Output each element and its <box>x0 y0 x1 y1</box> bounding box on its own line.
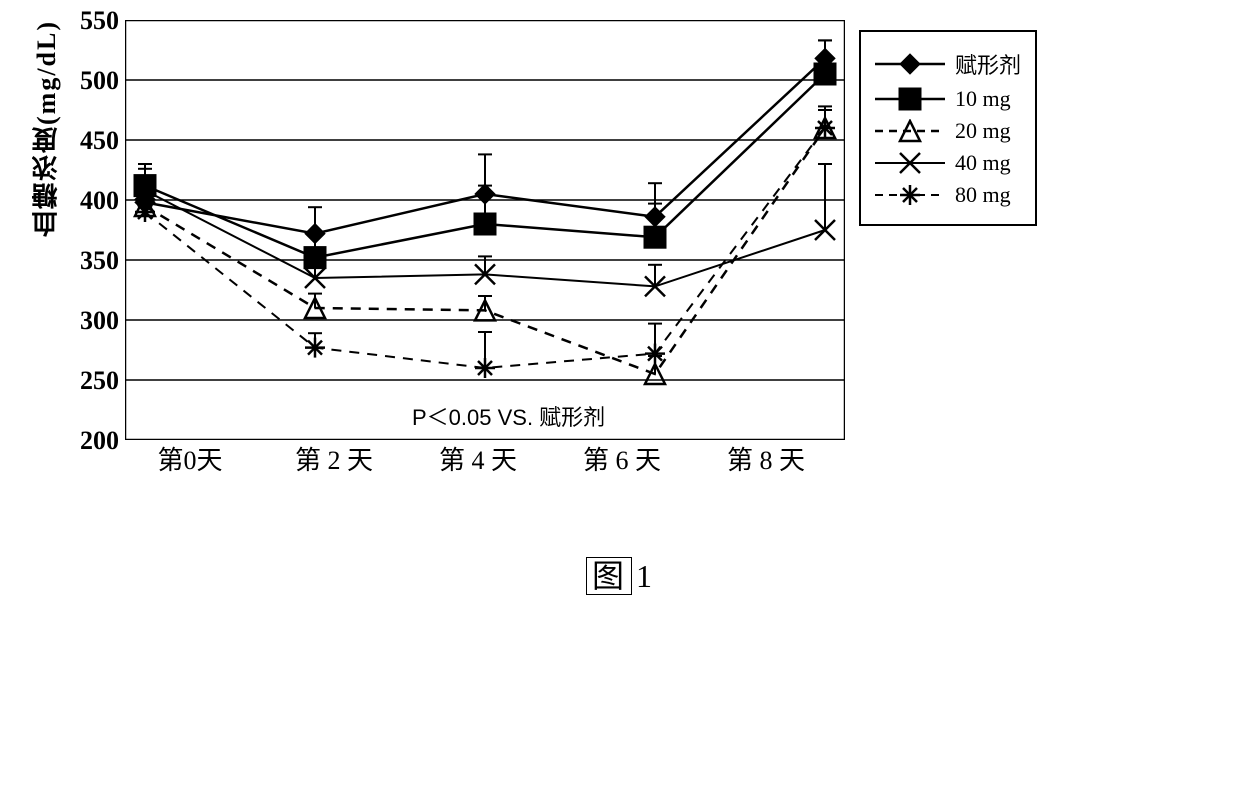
legend-label: 20 mg <box>955 118 1011 144</box>
legend-item: 40 mg <box>875 150 1021 176</box>
caption-number: 1 <box>636 558 654 594</box>
y-ticks: 200250300350400450500550 <box>65 20 125 440</box>
legend-swatch <box>875 151 945 175</box>
legend-swatch <box>875 183 945 207</box>
legend-label: 赋形剂 <box>955 48 1021 80</box>
y-tick-label: 400 <box>80 186 119 216</box>
annotation-text: P＜0.05 VS. 赋形剂 <box>412 405 605 430</box>
y-tick-label: 250 <box>80 366 119 396</box>
legend-label: 80 mg <box>955 182 1011 208</box>
legend-item: 20 mg <box>875 118 1021 144</box>
figure-container: 血糖浓度(mg/dL) 200250300350400450500550 P＜0… <box>20 20 1220 595</box>
plot-area: P＜0.05 VS. 赋形剂 <box>125 20 845 440</box>
y-tick-label: 550 <box>80 6 119 36</box>
x-tick-label: 第 4 天 <box>406 440 550 477</box>
chart-svg <box>125 20 845 440</box>
legend-label: 40 mg <box>955 150 1011 176</box>
x-tick-label: 第 6 天 <box>550 440 694 477</box>
chart-row: 血糖浓度(mg/dL) 200250300350400450500550 P＜0… <box>20 20 1220 440</box>
legend: 赋形剂 10 mg 20 mg 40 mg 80 mg <box>859 30 1037 226</box>
x-tick-label: 第 8 天 <box>694 440 838 477</box>
y-tick-label: 300 <box>80 306 119 336</box>
legend-label: 10 mg <box>955 86 1011 112</box>
caption-prefix: 图 <box>586 557 632 595</box>
legend-item: 10 mg <box>875 86 1021 112</box>
y-tick-label: 450 <box>80 126 119 156</box>
y-tick-label: 500 <box>80 66 119 96</box>
legend-swatch <box>875 119 945 143</box>
y-tick-label: 200 <box>80 426 119 456</box>
p-value-annotation: P＜0.05 VS. 赋形剂 <box>412 400 605 432</box>
x-tick-label: 第 2 天 <box>262 440 406 477</box>
x-ticks: 第0天第 2 天第 4 天第 6 天第 8 天 <box>118 440 838 477</box>
x-tick-label: 第0天 <box>118 440 262 477</box>
figure-caption: 图1 <box>20 557 1220 595</box>
legend-swatch <box>875 87 945 111</box>
legend-swatch <box>875 52 945 76</box>
legend-item: 赋形剂 <box>875 48 1021 80</box>
y-tick-label: 350 <box>80 246 119 276</box>
legend-item: 80 mg <box>875 182 1021 208</box>
y-axis-label: 血糖浓度(mg/dL) <box>20 20 65 237</box>
